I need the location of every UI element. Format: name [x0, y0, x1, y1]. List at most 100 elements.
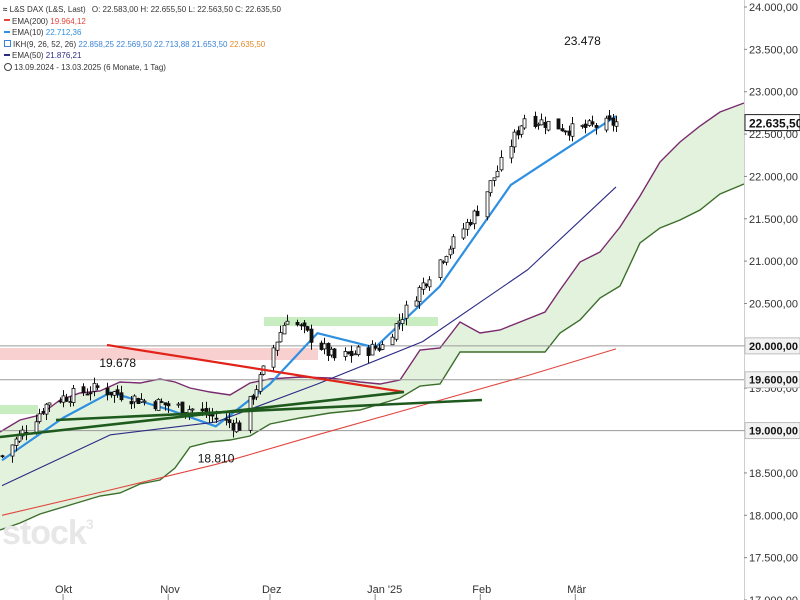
candle	[472, 209, 477, 230]
y-tick-label: 18.000,00	[749, 510, 798, 522]
candle	[176, 401, 181, 408]
candle-body	[461, 228, 466, 239]
candle	[349, 345, 354, 363]
candle	[438, 259, 443, 281]
candle-body	[282, 324, 287, 335]
candle	[366, 345, 371, 364]
annotation-label: 19.678	[99, 356, 136, 370]
candle	[14, 436, 19, 452]
y-tick-label: 22.000,00	[749, 171, 798, 183]
candle-body	[237, 422, 242, 431]
candle-body	[556, 118, 561, 130]
candle	[556, 118, 561, 130]
candle-body	[302, 322, 307, 327]
candle-body	[512, 131, 517, 148]
y-tick-label: 21.000,00	[749, 256, 798, 268]
candle	[444, 255, 449, 266]
candle-body	[587, 120, 592, 126]
candle-body	[153, 401, 158, 410]
candle-body	[414, 300, 419, 307]
y-tick-label: 18.500,00	[749, 468, 798, 480]
candle	[373, 342, 378, 351]
x-tick-label: Okt	[55, 584, 72, 596]
ichimoku-span-a	[0, 102, 745, 433]
candle	[105, 382, 110, 401]
support-zone-upper	[264, 317, 438, 326]
candle	[282, 322, 287, 335]
candle-body	[319, 342, 324, 350]
annotation-label: 18.810	[198, 452, 235, 466]
candle	[156, 398, 161, 411]
candle	[604, 115, 609, 133]
candle	[129, 396, 134, 410]
candle-body	[271, 347, 276, 368]
candle-body	[509, 146, 514, 159]
candle-body	[81, 386, 86, 394]
candle-body	[421, 282, 426, 290]
candle-body	[275, 341, 280, 351]
candle-body	[61, 395, 66, 403]
candle	[115, 385, 120, 398]
candle	[594, 123, 599, 135]
ohlc-values: O: 22.583,00 H: 22.655,50 L: 22.563,50 C…	[91, 5, 281, 14]
candle-body	[468, 221, 473, 226]
trendline-resistance	[106, 343, 405, 394]
candle-body	[332, 348, 337, 359]
candle-body	[499, 157, 504, 171]
ema10-label: EMA(10)	[12, 28, 44, 37]
candle	[414, 296, 419, 307]
candle-body	[560, 128, 565, 132]
candle-body	[522, 118, 527, 129]
candle-body	[159, 401, 164, 403]
candle-body	[590, 121, 595, 125]
candle	[295, 319, 300, 327]
candle	[136, 397, 141, 404]
candle	[132, 394, 137, 409]
candle-body	[176, 403, 181, 406]
legend-ema50[interactable]: EMA(50) 21.876,21	[3, 50, 281, 62]
instrument-icon: ≈	[3, 5, 8, 14]
series-ema50	[1, 186, 617, 487]
candle-body	[397, 320, 402, 324]
level-tag	[744, 422, 800, 440]
candle	[492, 177, 497, 187]
legend-ema200[interactable]: EMA(200) 19.964,12	[3, 16, 281, 28]
y-tick-label: 23.000,00	[749, 87, 798, 99]
trendline-support-1	[0, 390, 405, 439]
candle	[509, 139, 514, 164]
legend-ikh[interactable]: IKH(9, 26, 52, 26) 22.858,25 22.569,50 2…	[3, 39, 281, 51]
candle-body	[309, 328, 314, 343]
ikh-value: 22.858,25 22.569,50 22.713,88 21.653,50	[78, 39, 228, 49]
ema200-label: EMA(200)	[12, 16, 49, 26]
candle	[278, 325, 283, 343]
candle-body	[427, 279, 432, 288]
ikh-label: IKH(9, 26, 52, 26)	[13, 39, 77, 49]
clock-icon	[4, 62, 12, 71]
candle	[397, 313, 402, 330]
candle	[563, 130, 568, 136]
level-tag	[744, 337, 800, 355]
candle	[522, 114, 527, 130]
ema10-value: 22.712,36	[45, 28, 82, 37]
legend-ema10[interactable]: EMA(10) 22.712,36	[3, 27, 281, 39]
candle	[47, 402, 52, 413]
x-tick-label: Dez	[262, 584, 282, 596]
candle-body	[251, 395, 256, 400]
candle-body	[20, 429, 25, 437]
candle	[0, 454, 5, 458]
candle-body	[451, 236, 456, 249]
candle-body	[129, 401, 134, 405]
candle-body	[370, 343, 375, 356]
candle	[465, 218, 470, 236]
candle-body	[380, 344, 385, 350]
candle-body	[580, 125, 585, 127]
candle	[119, 385, 124, 402]
candle	[237, 420, 242, 431]
candle-body	[400, 319, 405, 324]
candle-body	[132, 395, 137, 403]
candle	[85, 388, 90, 396]
candle-body	[163, 402, 168, 406]
candle	[421, 277, 426, 295]
candle	[400, 313, 405, 332]
